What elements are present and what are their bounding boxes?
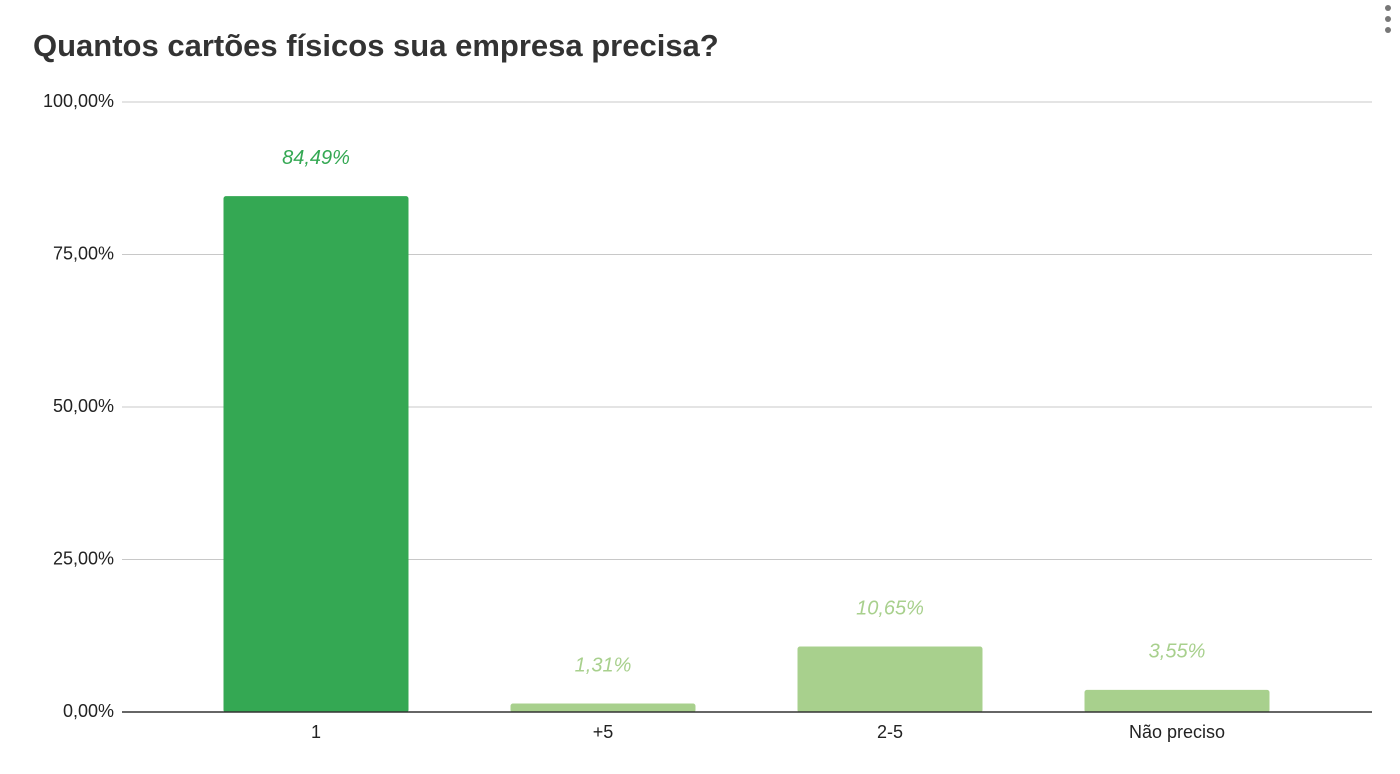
y-tick-label: 25,00%: [53, 548, 114, 568]
x-tick-label: 1: [311, 722, 321, 742]
value-label: 3,55%: [1149, 641, 1206, 663]
y-tick-label: 0,00%: [63, 701, 114, 721]
value-label: 10,65%: [856, 597, 924, 619]
menu-dot: [1385, 27, 1391, 33]
value-label: 84,49%: [282, 147, 350, 169]
chart-title: Quantos cartões físicos sua empresa prec…: [33, 28, 719, 63]
menu-dot: [1385, 5, 1391, 11]
bar: [1084, 689, 1270, 713]
x-tick-label: Não preciso: [1129, 722, 1225, 742]
bar: [510, 703, 696, 713]
y-tick-label: 50,00%: [53, 396, 114, 416]
value-label: 1,31%: [575, 654, 632, 676]
bar: [223, 196, 409, 713]
y-tick-label: 75,00%: [53, 243, 114, 263]
menu-dot: [1385, 16, 1391, 22]
menu-icon[interactable]: [1385, 5, 1391, 33]
x-tick-label: 2-5: [877, 722, 903, 742]
bar: [797, 646, 983, 713]
y-tick-label: 100,00%: [43, 91, 114, 111]
x-tick-label: +5: [593, 722, 614, 742]
